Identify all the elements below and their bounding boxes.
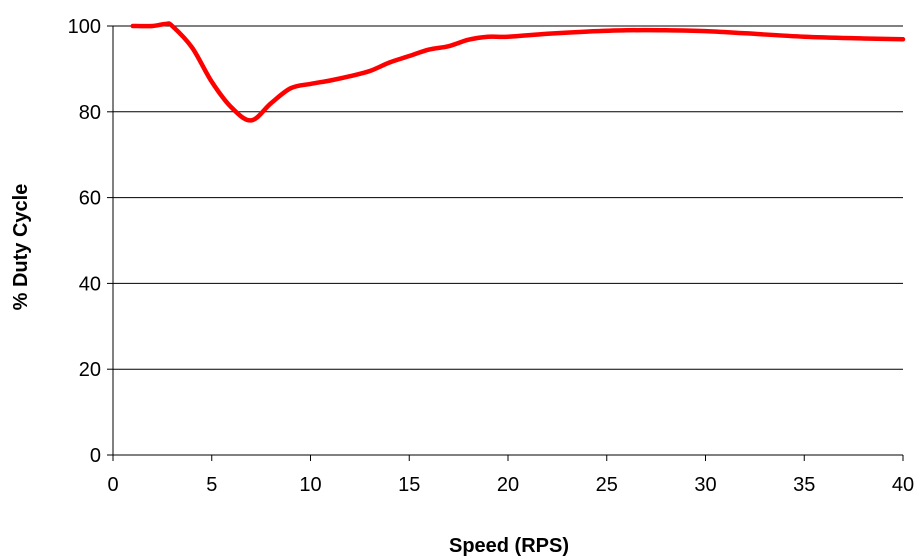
y-tick-label-100: 100	[68, 16, 101, 38]
y-axis-title: % Duty Cycle	[10, 184, 32, 311]
axes	[107, 25, 904, 461]
x-axis-title: Speed (RPS)	[449, 535, 569, 557]
series-group	[130, 21, 906, 123]
series-line-0	[130, 21, 906, 123]
x-tick-label-15: 15	[398, 474, 420, 496]
x-tick-label-40: 40	[892, 474, 914, 496]
x-tick-label-30: 30	[694, 474, 716, 496]
y-tick-label-0: 0	[90, 445, 101, 467]
gridlines	[113, 25, 903, 370]
x-tick-labels: 0 5 10 15 20 25 30 35 40	[107, 474, 914, 496]
y-tick-label-20: 20	[79, 359, 101, 381]
x-tick-label-20: 20	[497, 474, 519, 496]
x-tick-label-5: 5	[206, 474, 217, 496]
y-tick-label-60: 60	[79, 188, 101, 210]
y-tick-label-80: 80	[79, 102, 101, 124]
x-tick-label-25: 25	[596, 474, 618, 496]
x-tick-label-0: 0	[107, 474, 118, 496]
y-tick-label-40: 40	[79, 273, 101, 295]
x-tick-label-10: 10	[299, 474, 321, 496]
x-tick-label-35: 35	[793, 474, 815, 496]
y-tick-labels: 0 20 40 60 80 100	[68, 16, 101, 467]
